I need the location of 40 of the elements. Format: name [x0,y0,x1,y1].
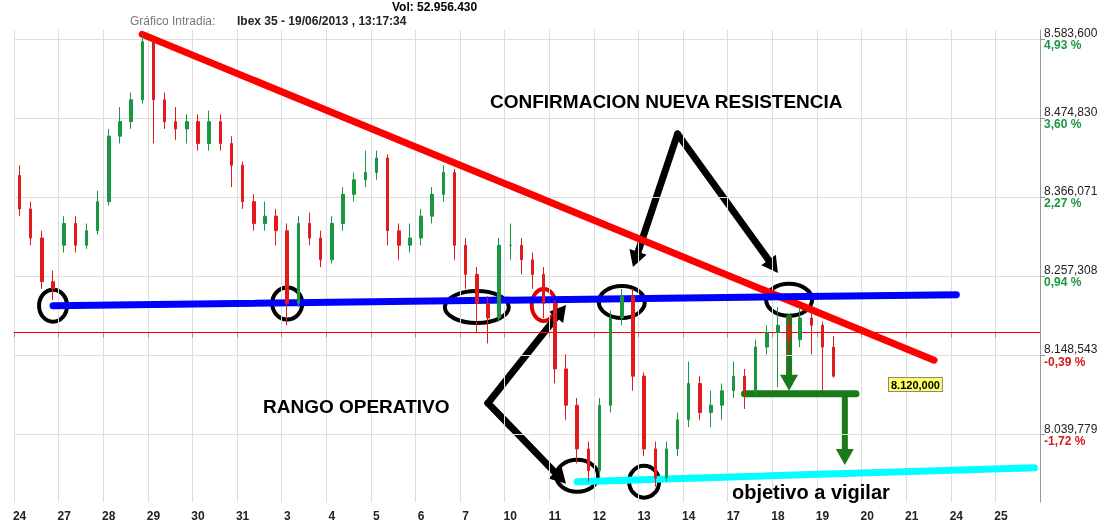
y-tick-label: 8.039,779 [1044,421,1098,436]
x-tick-label: 24 [949,509,964,523]
x-tick-label: 31 [235,509,250,523]
y2-tick-label: 2,27 % [1044,196,1082,211]
y-tick-label: 8.257,308 [1044,263,1098,278]
x-tick-label: 5 [373,509,381,523]
x-tick-label: 4 [328,509,336,523]
y-tick-label: 8.474,830 [1044,105,1098,120]
x-tick-label: 25 [994,509,1008,523]
x-tick-label: 17 [726,509,741,523]
x-tick-label: 13 [637,509,652,523]
x-tick-label: 18 [771,509,785,523]
x-tick-label: 28 [102,509,116,523]
y2-tick-label: 3,60 % [1044,117,1082,132]
x-tick-label: 29 [146,509,161,523]
x-tick-label: 19 [815,509,830,523]
y2-tick-label: 0,94 % [1044,275,1082,290]
y-tick-label: 8.366,071 [1044,184,1098,199]
annotation: RANGO OPERATIVO [263,396,450,417]
x-tick-label: 21 [905,509,919,523]
x-tick-label: 7 [462,509,470,523]
x-tick-label: 12 [592,509,607,523]
annotation: CONFIRMACION NUEVA RESISTENCIA [490,91,843,112]
y2-tick-label: -1,72 % [1044,433,1086,448]
x-tick-label: 14 [682,509,696,523]
annotation: 8.120,000 [891,378,940,391]
annotation: objetivo a vigilar [732,481,891,503]
x-tick-label: 24 [12,509,27,523]
x-tick-label: 10 [503,509,518,523]
x-tick-label: 27 [57,509,72,523]
x-tick-label: 30 [191,509,206,523]
x-tick-label: 6 [417,509,425,523]
x-tick-label: 11 [548,509,562,523]
chart-subtitle: Ibex 35 - 19/06/2013 , 13:17:34 [237,14,407,28]
x-tick-label: 3 [283,509,291,523]
text: Vol: 52.956.430 [392,0,478,14]
y-tick-label: 8.148,543 [1044,342,1098,357]
y2-tick-label: -0,39 % [1044,354,1086,369]
x-tick-label: 20 [860,509,875,523]
chart-title: Gráfico Intradia: [130,14,216,28]
